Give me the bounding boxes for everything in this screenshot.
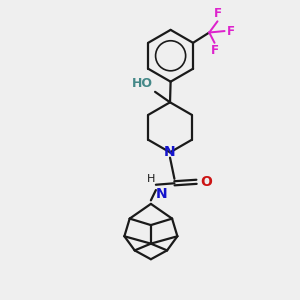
Text: F: F <box>211 44 218 57</box>
Text: F: F <box>214 7 221 20</box>
Text: H: H <box>147 174 156 184</box>
Text: F: F <box>227 25 235 38</box>
Text: N: N <box>164 146 176 159</box>
Text: O: O <box>200 175 212 189</box>
Text: N: N <box>156 187 167 201</box>
Text: HO: HO <box>132 77 153 90</box>
